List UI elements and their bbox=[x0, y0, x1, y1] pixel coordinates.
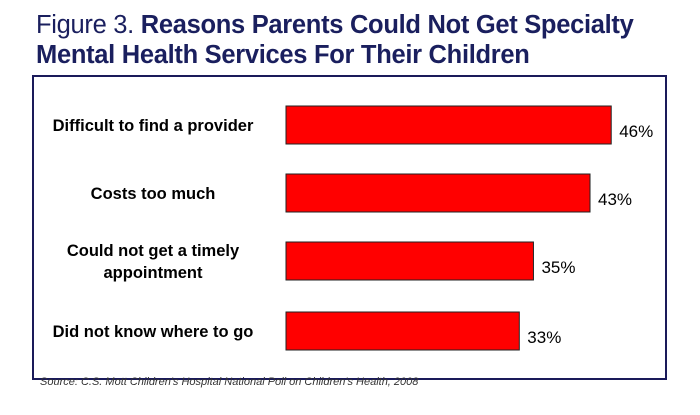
data-label-3: 33% bbox=[527, 328, 561, 347]
bar-3 bbox=[285, 311, 520, 351]
category-label-2: Could not get a timely appointment bbox=[67, 242, 240, 282]
category-label-1: Costs too much bbox=[91, 185, 216, 203]
bar-2 bbox=[285, 241, 534, 281]
bar-1 bbox=[285, 173, 591, 213]
data-label-1: 43% bbox=[598, 190, 632, 209]
title-lead: Figure 3. bbox=[36, 11, 134, 39]
chart-title: Figure 3. Reasons Parents Could Not Get … bbox=[36, 10, 634, 70]
title-line1: Reasons Parents Could Not Get Specialty bbox=[140, 11, 634, 39]
bar-0 bbox=[285, 105, 612, 145]
data-label-0: 46% bbox=[619, 122, 653, 141]
title-line2: Mental Health Services For Their Childre… bbox=[36, 41, 530, 69]
data-label-2: 35% bbox=[541, 258, 575, 277]
source-note: Source: C.S. Mott Children's Hospital Na… bbox=[40, 376, 419, 388]
category-label-0: Difficult to find a provider bbox=[53, 117, 254, 135]
chart-frame bbox=[32, 75, 667, 380]
category-label-3: Did not know where to go bbox=[53, 323, 254, 341]
